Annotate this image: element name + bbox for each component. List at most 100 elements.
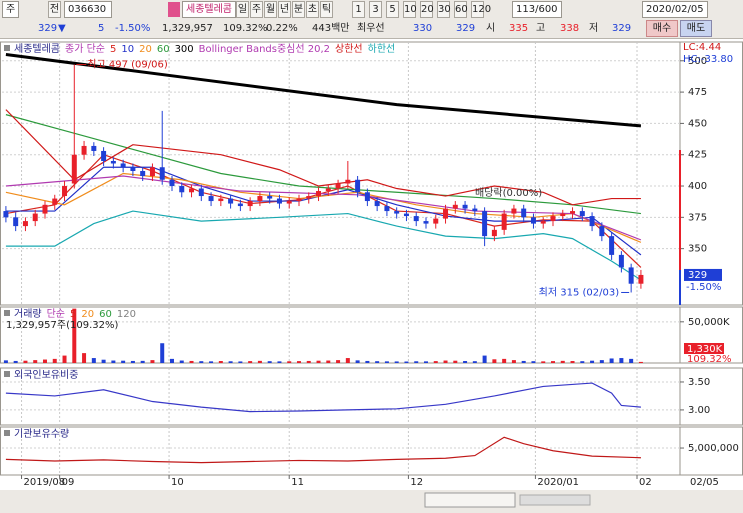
volume-bar <box>345 358 350 363</box>
volume-bar <box>111 360 116 363</box>
panel-title: 기관보유수량 <box>14 428 69 440</box>
volume-bar <box>23 360 28 363</box>
interval-button[interactable]: 20 <box>420 1 434 18</box>
period-button[interactable]: 분 <box>292 1 305 18</box>
volume-bar <box>511 360 516 363</box>
quote-bar: 329 ▼ 5 -1.50% 1,329,957 109.32% 0.22% 4… <box>0 19 743 39</box>
volume-bar <box>599 360 604 363</box>
period-button[interactable]: 주 <box>250 1 263 18</box>
interval-button[interactable]: 1 <box>352 1 365 18</box>
stock-name[interactable]: 세종텔레콤 <box>182 1 236 18</box>
candle-body <box>276 198 282 204</box>
period-button[interactable]: 일 <box>236 1 249 18</box>
y-tick-label: 3.00 <box>688 405 710 416</box>
volume-bar <box>492 359 497 363</box>
legend-entry: 20 <box>81 309 94 320</box>
interval-button[interactable]: 30 <box>437 1 451 18</box>
volume-bar <box>502 358 507 363</box>
stock-icon <box>168 2 180 17</box>
volume-bar <box>33 360 38 363</box>
best-label: 최우선 <box>357 23 385 34</box>
candle-body <box>306 196 312 199</box>
interval-button[interactable]: 10 <box>403 1 417 18</box>
candle-body <box>198 188 204 197</box>
candle-body <box>13 217 19 227</box>
candle-body <box>511 208 517 214</box>
line <box>5 382 641 413</box>
volume-bar <box>590 360 595 363</box>
volume-bar <box>336 360 341 363</box>
period-button[interactable]: 틱 <box>320 1 333 18</box>
candle-body <box>218 198 224 202</box>
volume-bar <box>91 358 96 363</box>
volume-bar <box>550 361 555 363</box>
candle-body <box>179 186 185 193</box>
low: 329 <box>612 23 632 34</box>
code-input[interactable]: 036630 <box>64 1 112 18</box>
ask: 330 <box>413 23 433 34</box>
volume-bar <box>384 361 389 363</box>
volume-bar <box>453 360 458 363</box>
volume-bar <box>52 358 57 363</box>
scale-note: HC:-33.80 <box>683 54 733 65</box>
interval-button[interactable]: 120 <box>471 1 491 18</box>
arrow: ▼ <box>58 23 66 34</box>
candle-body <box>247 201 253 207</box>
period-button[interactable]: 년 <box>278 1 291 18</box>
volume-bar <box>375 361 380 363</box>
volume-rate: 109.32% <box>223 23 268 34</box>
legend-entry: 상한선 <box>335 43 363 55</box>
x-tick-label: 10 <box>171 477 184 488</box>
sell-button[interactable]: 매도 <box>680 20 712 37</box>
candle-body <box>491 229 497 237</box>
candle-body <box>22 221 28 227</box>
candle-body <box>110 160 116 164</box>
interval-button[interactable]: 60 <box>454 1 468 18</box>
candle-body <box>149 167 155 177</box>
interval-button[interactable]: 5 <box>386 1 399 18</box>
x-tick-label: 11 <box>291 477 304 488</box>
volume-bar <box>541 361 546 363</box>
scroll-track[interactable] <box>519 494 591 506</box>
date-input[interactable]: 2020/02/05 <box>642 1 708 18</box>
candle-body <box>501 213 507 230</box>
legend-entry: 5 <box>70 309 76 320</box>
candle-body <box>364 192 370 202</box>
candle-body <box>638 274 644 284</box>
volume-bar <box>248 361 253 363</box>
candle-body <box>120 163 126 168</box>
line <box>5 172 642 243</box>
volume-bar <box>296 361 301 363</box>
legend-square <box>4 310 10 316</box>
legend-square <box>4 45 10 51</box>
high: 338 <box>560 23 580 34</box>
legend-entry: 60 <box>157 44 170 55</box>
legend-entry: 300 <box>175 44 194 55</box>
candle-body <box>267 196 273 199</box>
interval-button[interactable]: 3 <box>369 1 382 18</box>
legend-entry: 하한선 <box>368 42 396 55</box>
volume-bar <box>365 360 370 363</box>
open-label: 시 <box>486 23 496 34</box>
last-volume-rate: 109.32% <box>687 354 732 365</box>
candle-body <box>32 213 38 222</box>
market-select[interactable]: 주 <box>2 1 20 18</box>
x-tick-label: 2019/08 <box>24 477 66 488</box>
volume-bar <box>189 360 194 363</box>
volume-bar <box>209 361 214 363</box>
legend-entry: 60 <box>99 309 112 320</box>
period-button[interactable]: 월 <box>264 1 277 18</box>
candle-body <box>413 216 419 222</box>
period-button[interactable]: 초 <box>306 1 319 18</box>
nav-controls[interactable] <box>424 492 516 508</box>
buy-button[interactable]: 매수 <box>646 20 678 37</box>
volume-bar <box>82 353 87 363</box>
change: 5 <box>98 23 105 34</box>
volume-bar <box>130 360 135 363</box>
count-input[interactable]: 113/600 <box>512 1 562 18</box>
volume-bar <box>638 361 643 363</box>
all-button[interactable]: 전 <box>48 1 61 18</box>
candle-body <box>228 198 234 204</box>
volume-bar <box>443 360 448 363</box>
volume-bar <box>199 361 204 363</box>
